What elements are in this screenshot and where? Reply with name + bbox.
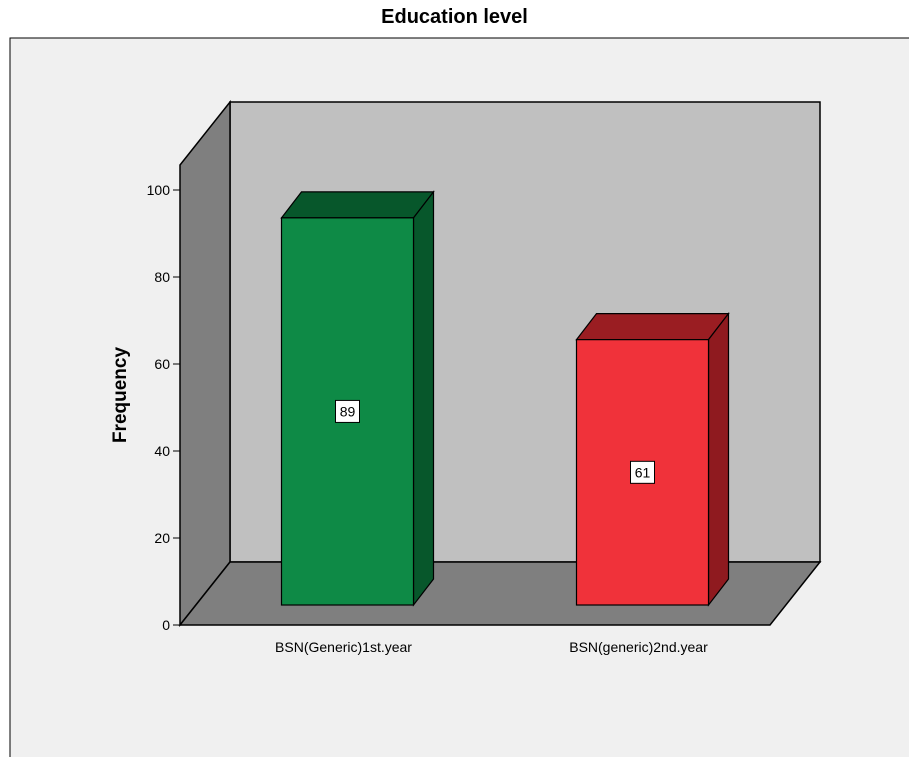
bar-top xyxy=(575,313,730,341)
chart-title: Education level xyxy=(381,6,528,28)
data-label: 89 xyxy=(340,403,356,419)
y-axis-label: Frequency xyxy=(110,347,131,444)
side-wall xyxy=(179,99,231,628)
data-label: 61 xyxy=(635,464,651,480)
data-label-box xyxy=(630,460,655,484)
x-category-label: BSN(generic)2nd.year xyxy=(569,639,708,655)
bars: 89 61 xyxy=(280,190,730,607)
x-category-label: BSN(Generic)1st.year xyxy=(275,639,412,655)
category-labels: BSN(Generic)1st.year BSN(generic)2nd.year xyxy=(275,639,708,655)
y-tick-label: 60 xyxy=(154,356,170,372)
bar-1: 89 xyxy=(280,190,435,607)
bar-side xyxy=(412,190,435,607)
data-label-box xyxy=(335,399,360,423)
y-tick-label: 40 xyxy=(154,443,170,459)
y-tick-label: 20 xyxy=(154,530,170,546)
bar-side xyxy=(707,311,730,607)
y-tick-label: 0 xyxy=(162,617,170,633)
bar-top xyxy=(280,191,435,219)
bar-2: 61 xyxy=(575,311,730,607)
y-axis: 0 20 40 60 80 100 xyxy=(147,182,180,633)
y-tick-label: 100 xyxy=(147,182,171,198)
y-tick-label: 80 xyxy=(154,269,170,285)
